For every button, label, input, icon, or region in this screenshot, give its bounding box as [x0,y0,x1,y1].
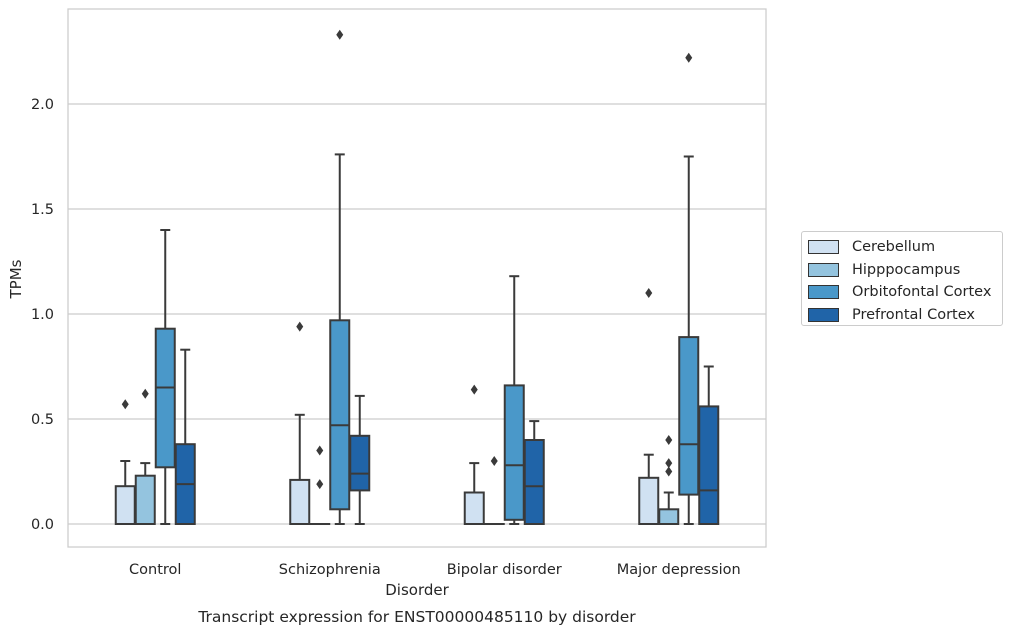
outlier-point [645,288,653,298]
legend-item: Hipppocampus [802,259,1002,282]
x-axis-label: Disorder [385,581,449,599]
box [349,434,371,492]
legend: Cerebellum Hipppocampus Orbitofontal Corte… [801,231,1003,326]
box [698,405,720,525]
legend-label: Orbitofontal Cortex [852,284,992,301]
x-tick-label: Schizophrenia [279,562,381,578]
legend-item: Cerebellum [802,236,1002,259]
outlier-point [490,456,498,466]
box-group [463,384,485,525]
y-tick-label: 1.5 [31,202,54,218]
box-group [174,348,196,526]
box [114,485,136,526]
y-tick-label: 1.0 [31,307,54,323]
box-group [638,288,660,525]
x-tick-labels: Control Schizophrenia Bipolar disorder Majo… [129,562,741,578]
box [638,476,660,525]
outlier-point [316,479,324,490]
legend-label: Hipppocampus [852,261,961,278]
box [463,491,485,525]
box [329,319,351,511]
outlier-point [665,466,673,477]
y-tick-label: 0.0 [31,517,54,533]
outlier-point [470,384,478,395]
box [154,327,176,469]
outlier-point [685,52,693,63]
box-group [289,321,311,525]
y-tick-labels: 0.0 0.5 1.0 1.5 2.0 [31,97,54,533]
box [658,508,680,525]
box-group [483,456,505,526]
legend-label: Cerebellum [852,239,936,256]
legend-swatch [808,240,839,255]
box-group [678,52,700,525]
outlier-point [296,321,304,332]
box-group [154,229,176,525]
box-group [658,435,680,525]
x-tick-label: Bipolar disorder [447,562,562,578]
y-tick-label: 0.5 [31,412,54,428]
legend-item: Orbitofontal Cortex [802,281,1002,304]
legend-swatch [808,285,839,300]
x-tick-label: Major depression [617,562,741,578]
box [523,439,545,525]
box-group [503,275,525,525]
outlier-point [336,29,344,40]
box-group [309,445,331,526]
plot-area-frame [67,8,767,548]
legend-item: Prefrontal Cortex [802,304,1002,327]
box [503,384,525,521]
legend-swatch [808,262,839,277]
legend-label: Prefrontal Cortex [852,306,975,323]
box [289,478,311,525]
outlier-point [141,388,149,399]
outlier-point [665,435,673,445]
box-group [698,365,720,525]
box-group [114,399,136,526]
box-group [523,420,545,525]
legend-swatch [808,307,839,322]
outlier-point [316,445,324,456]
box [678,336,700,496]
box-group [134,388,156,526]
y-tick-label: 2.0 [31,97,54,113]
outlier-point [665,458,673,469]
outlier-point [121,399,129,410]
box-group [349,394,371,525]
plot-marks [114,29,720,526]
box [134,474,156,526]
x-tick-label: Control [129,562,181,578]
chart-title: Transcript expression for ENST0000048511… [197,608,636,626]
y-axis-label: TPMs [7,259,25,299]
box-group [329,29,351,525]
